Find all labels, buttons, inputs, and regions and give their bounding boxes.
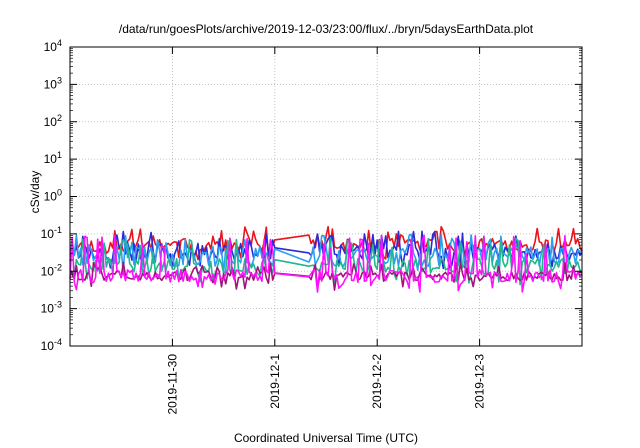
y-tick-label-exponent: 1 — [57, 150, 62, 160]
y-tick-label: 10-3 — [41, 300, 62, 316]
y-tick-label-base: 10 — [41, 227, 55, 241]
y-tick-label-base: 10 — [44, 152, 58, 166]
y-tick-label-exponent: -4 — [54, 337, 62, 347]
axes: 10-410-310-210-11001011021031042019-11-3… — [41, 38, 582, 415]
series-line — [69, 237, 583, 286]
grid — [70, 47, 582, 346]
x-tick-label: 2019-12-2 — [370, 354, 384, 409]
x-tick-label: 2019-11-30 — [165, 354, 179, 415]
y-tick-label-exponent: 2 — [57, 113, 62, 123]
y-tick-label: 101 — [44, 150, 62, 166]
y-tick-label-base: 10 — [44, 190, 58, 204]
y-tick-label-exponent: -2 — [54, 262, 62, 272]
x-tick-label: 2019-12-3 — [473, 354, 487, 409]
y-tick-label: 10-4 — [41, 337, 62, 353]
y-tick-label: 10-2 — [41, 262, 62, 278]
y-tick-label: 104 — [44, 38, 62, 54]
y-tick-label-base: 10 — [44, 77, 58, 91]
y-tick-label-exponent: -3 — [54, 300, 62, 310]
y-tick-label-base: 10 — [41, 339, 55, 353]
data-series — [69, 225, 583, 293]
y-tick-label-base: 10 — [44, 115, 58, 129]
y-tick-label: 102 — [44, 113, 62, 129]
y-tick-label-base: 10 — [44, 40, 58, 54]
series-line — [69, 234, 583, 293]
y-tick-label-exponent: 0 — [57, 188, 62, 198]
y-tick-label-exponent: -1 — [54, 225, 62, 235]
y-tick-label: 10-1 — [41, 225, 62, 241]
x-axis-label: Coordinated Universal Time (UTC) — [233, 431, 419, 445]
y-tick-label: 100 — [44, 188, 62, 204]
y-tick-label-base: 10 — [41, 264, 55, 278]
y-tick-label: 103 — [44, 75, 62, 91]
y-tick-label-exponent: 4 — [57, 38, 62, 48]
x-tick-label: 2019-12-1 — [268, 354, 282, 409]
y-tick-label-exponent: 3 — [57, 75, 62, 85]
chart-title: /data/run/goesPlots/archive/2019-12-03/2… — [118, 22, 534, 36]
y-tick-label-base: 10 — [41, 302, 55, 316]
